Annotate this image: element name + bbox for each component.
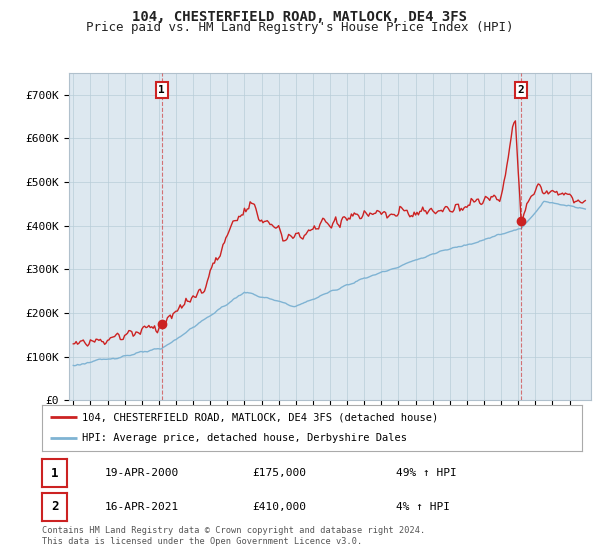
Text: 1: 1 — [51, 466, 58, 480]
Text: Contains HM Land Registry data © Crown copyright and database right 2024.
This d: Contains HM Land Registry data © Crown c… — [42, 526, 425, 546]
Text: HPI: Average price, detached house, Derbyshire Dales: HPI: Average price, detached house, Derb… — [83, 433, 407, 444]
Text: 104, CHESTERFIELD ROAD, MATLOCK, DE4 3FS: 104, CHESTERFIELD ROAD, MATLOCK, DE4 3FS — [133, 10, 467, 24]
Text: 4% ↑ HPI: 4% ↑ HPI — [396, 502, 450, 512]
Text: 2: 2 — [518, 85, 524, 95]
Text: Price paid vs. HM Land Registry's House Price Index (HPI): Price paid vs. HM Land Registry's House … — [86, 21, 514, 34]
Text: 2: 2 — [51, 500, 58, 514]
Text: 16-APR-2021: 16-APR-2021 — [105, 502, 179, 512]
Text: £175,000: £175,000 — [252, 468, 306, 478]
Text: 104, CHESTERFIELD ROAD, MATLOCK, DE4 3FS (detached house): 104, CHESTERFIELD ROAD, MATLOCK, DE4 3FS… — [83, 412, 439, 422]
Text: 1: 1 — [158, 85, 165, 95]
Text: 19-APR-2000: 19-APR-2000 — [105, 468, 179, 478]
Text: 49% ↑ HPI: 49% ↑ HPI — [396, 468, 457, 478]
Text: £410,000: £410,000 — [252, 502, 306, 512]
